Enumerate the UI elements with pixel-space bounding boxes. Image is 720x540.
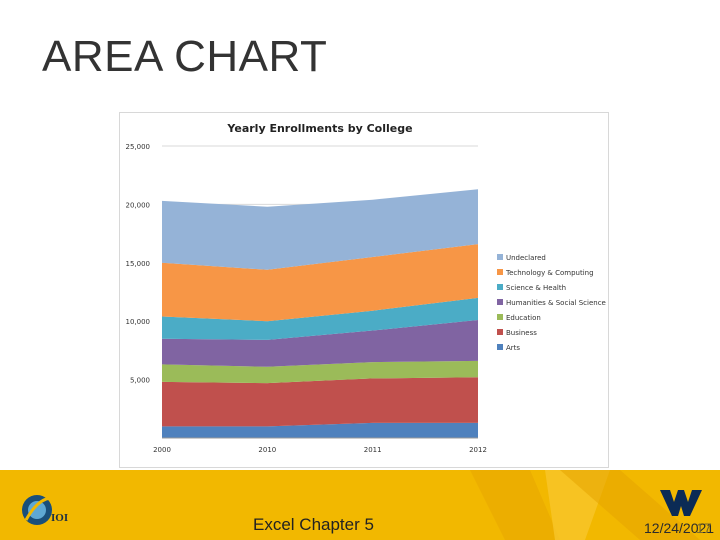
- legend-label: Science & Health: [506, 284, 566, 292]
- legend-label: Business: [506, 329, 537, 337]
- area-education: [162, 360, 478, 384]
- wv-logo-icon: [660, 488, 702, 523]
- legend-label: Arts: [506, 344, 520, 352]
- area-technology-computing: [162, 244, 478, 322]
- x-tick-label: 2000: [153, 446, 171, 454]
- y-tick-label: 10,000: [126, 318, 151, 326]
- legend-swatch: [497, 299, 503, 305]
- legend-swatch: [497, 314, 503, 320]
- legend-label: Undeclared: [506, 254, 546, 262]
- area-chart: Yearly Enrollments by College 5,000 10,000…: [126, 122, 606, 454]
- y-tick-label: 5,000: [130, 377, 150, 385]
- y-tick-label: 25,000: [126, 143, 151, 151]
- area-science-health: [162, 297, 478, 340]
- legend-swatch: [497, 344, 503, 350]
- legend-swatch: [497, 329, 503, 335]
- x-tick-label: 2012: [469, 446, 487, 454]
- footer-decoration: [470, 470, 700, 540]
- area-humanities-social-science: [162, 320, 478, 367]
- legend-swatch: [497, 269, 503, 275]
- legend-label: Education: [506, 314, 541, 322]
- chart-frame: Yearly Enrollments by College 5,000 10,000…: [119, 112, 609, 468]
- x-tick-label: 2010: [258, 446, 276, 454]
- area-undeclared: [162, 189, 478, 270]
- y-tick-label: 15,000: [126, 260, 151, 268]
- logo-text: IOI: [51, 512, 68, 524]
- page-number: 17: [696, 520, 712, 536]
- legend-label: Humanities & Social Science: [506, 299, 606, 307]
- area-arts: [162, 422, 478, 438]
- legend-label: Technology & Computing: [505, 269, 594, 277]
- area-business: [162, 377, 478, 427]
- footer-bar: [0, 470, 720, 540]
- chart-title: Yearly Enrollments by College: [226, 122, 412, 135]
- slide-title: AREA CHART: [42, 32, 328, 81]
- x-tick-label: 2011: [364, 446, 382, 454]
- y-tick-label: 20,000: [126, 201, 151, 209]
- footer-chapter: Excel Chapter 5: [253, 515, 374, 534]
- cioi-logo: IOI: [20, 490, 80, 535]
- legend-swatch: [497, 284, 503, 290]
- legend-swatch: [497, 254, 503, 260]
- footer-date: 12/24/2021: [644, 520, 715, 536]
